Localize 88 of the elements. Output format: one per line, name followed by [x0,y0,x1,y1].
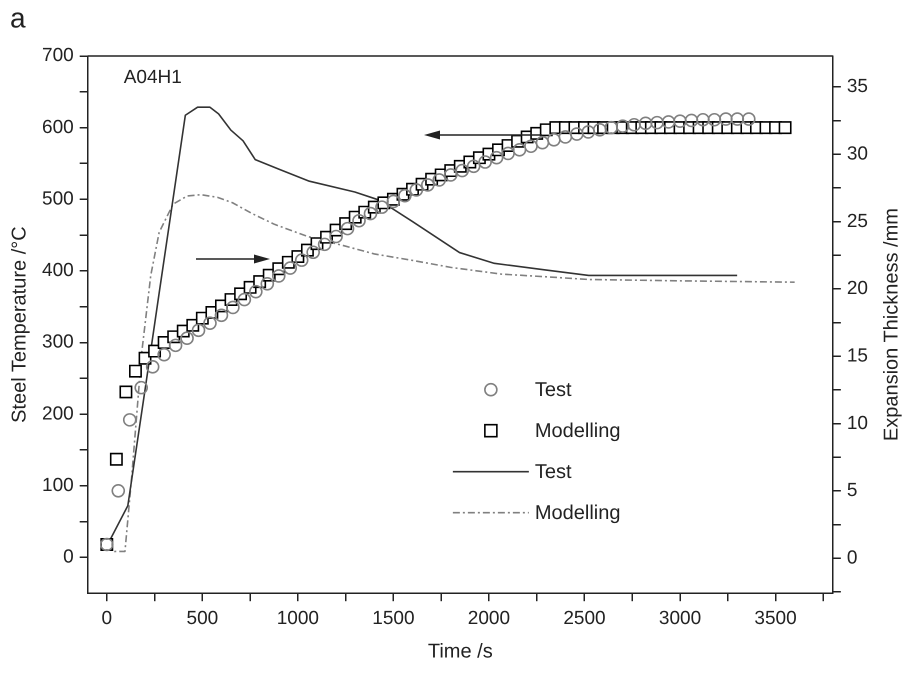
text: a [10,2,26,34]
point [501,146,515,160]
point [558,130,572,144]
y-axis-title: Steel Temperature /°C [8,226,31,423]
point [719,112,733,126]
point [684,114,698,128]
x-tick-label: 2000 [468,608,510,629]
point [146,360,160,374]
y2-tick-label: 30 [846,144,868,165]
y-tick-label: 400 [42,260,74,282]
point [742,112,756,126]
point [478,155,492,169]
point [318,238,332,252]
point [512,143,526,157]
point [238,292,252,306]
point [329,230,343,244]
legend-label: Test [534,379,572,402]
point [638,116,652,130]
point [168,338,182,352]
point [444,168,458,182]
y-tick-label: 300 [42,332,74,353]
point [260,276,274,291]
point [547,133,561,147]
point [364,206,378,220]
point [306,245,320,260]
point [410,183,424,197]
point [375,200,389,214]
point [524,139,538,154]
point [650,116,664,130]
point [386,194,400,208]
y2-tick-label: 20 [846,278,868,300]
x-tick-label: 500 [186,608,218,629]
point [340,222,354,236]
point [570,127,584,141]
point [604,120,618,134]
x-tick-label: 1500 [372,608,415,629]
point [432,173,446,187]
point [455,164,469,178]
y2-tick-label: 35 [846,76,868,98]
legend-label: Modelling [534,502,620,524]
point [582,125,596,139]
y-tick-label: 200 [42,403,74,424]
point [730,112,744,126]
x-tick-label: 2500 [563,608,606,629]
x-tick-label: 1000 [276,608,320,629]
point [249,284,263,298]
legend-label: Modelling [534,420,620,442]
point [352,214,366,228]
point [592,122,607,137]
y-tick-label: 600 [42,116,74,138]
point [708,112,722,127]
point [111,484,126,498]
point [490,150,504,165]
point [466,160,480,174]
y2-tick-label: 0 [846,547,858,568]
point [283,261,298,275]
y2-tick-label: 25 [846,210,868,232]
point [627,118,641,132]
point [536,136,550,150]
y2-tick-label: 5 [846,480,858,502]
point [294,253,308,267]
y-tick-label: 700 [42,45,74,66]
y2-axis-title: Expansion Thickness /mm [880,208,903,442]
x-tick-label: 3500 [754,608,797,629]
y-tick-label: 0 [63,546,74,568]
point [180,331,194,346]
point [398,188,412,202]
x-axis-title: Time /s [428,640,493,663]
annotation: A04H1 [124,67,182,88]
y-tick-label: 500 [42,188,74,210]
point [122,413,137,427]
y-tick-label: 100 [42,474,74,496]
point [134,380,148,394]
y2-tick-label: 10 [846,412,868,434]
point [192,324,206,338]
legend-label: Test [534,461,572,484]
y2-tick-label: 15 [846,345,868,366]
point [673,114,687,128]
point [203,316,217,330]
point [157,348,171,362]
x-tick-label: 0 [102,608,112,629]
point [226,300,240,314]
x-tick-label: 3000 [658,608,702,629]
point [696,112,710,127]
point [272,269,286,283]
point [421,178,435,192]
point [214,308,228,322]
point [662,115,676,129]
